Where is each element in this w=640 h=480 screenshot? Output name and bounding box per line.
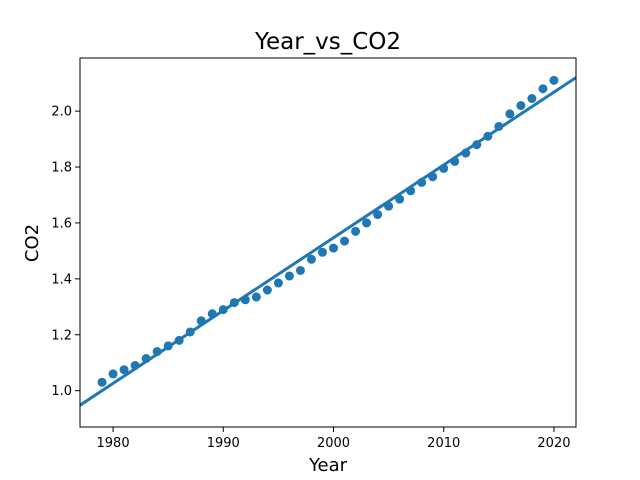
data-point xyxy=(384,201,394,211)
data-point xyxy=(494,121,504,131)
data-point xyxy=(163,341,173,351)
y-tick-label: 1.2 xyxy=(51,328,72,343)
data-point xyxy=(262,285,272,295)
data-point xyxy=(461,148,471,158)
data-point xyxy=(340,236,350,246)
x-axis-label: Year xyxy=(308,455,348,476)
data-point xyxy=(97,377,107,387)
data-point xyxy=(516,101,526,111)
data-point xyxy=(251,292,261,302)
plot-frame xyxy=(79,57,577,428)
data-point xyxy=(362,218,372,228)
data-point xyxy=(538,84,548,94)
data-point xyxy=(483,131,493,141)
data-point xyxy=(240,295,250,305)
x-tick-label: 1980 xyxy=(97,436,130,451)
data-point xyxy=(130,361,140,370)
data-point xyxy=(450,156,460,166)
data-point xyxy=(295,265,305,275)
x-tick-label: 2000 xyxy=(317,436,350,451)
regression-line xyxy=(80,76,576,407)
data-point xyxy=(406,186,416,196)
data-point xyxy=(428,172,438,182)
chart-title: Year_vs_CO2 xyxy=(254,29,401,55)
data-point xyxy=(306,254,316,264)
data-point xyxy=(152,347,162,357)
data-point xyxy=(472,140,482,150)
data-point xyxy=(284,271,294,281)
data-point xyxy=(196,316,206,326)
data-point xyxy=(395,194,405,204)
data-point xyxy=(351,226,361,236)
data-point xyxy=(108,369,118,379)
data-point xyxy=(549,75,559,85)
data-point xyxy=(141,354,151,364)
plot-area: 1980 1990 2000 2010 2020 1.0 1.2 1.4 1.6 1.8 2.0 xyxy=(51,57,577,451)
data-point xyxy=(329,243,339,253)
data-point xyxy=(207,309,217,319)
y-tick-label: 1.4 xyxy=(51,272,72,287)
data-point xyxy=(119,365,129,375)
data-point xyxy=(218,305,228,315)
data-point xyxy=(273,278,283,288)
y-tick-label: 1.0 xyxy=(51,384,72,399)
data-point xyxy=(229,298,239,308)
x-tick-label: 1990 xyxy=(207,436,240,451)
y-tick-label: 2.0 xyxy=(51,105,72,120)
data-point xyxy=(417,177,427,187)
data-point xyxy=(317,247,327,257)
data-point xyxy=(505,109,515,119)
y-axis-label: CO2 xyxy=(22,224,43,262)
y-tick-label: 1.8 xyxy=(51,161,72,176)
y-tick-label: 1.6 xyxy=(51,216,72,231)
x-tick-label: 2010 xyxy=(427,436,460,451)
data-point xyxy=(527,94,537,104)
data-point xyxy=(185,327,195,337)
data-point xyxy=(439,163,449,173)
data-point xyxy=(373,210,383,220)
data-point xyxy=(174,335,184,345)
x-tick-label: 2020 xyxy=(537,436,570,451)
